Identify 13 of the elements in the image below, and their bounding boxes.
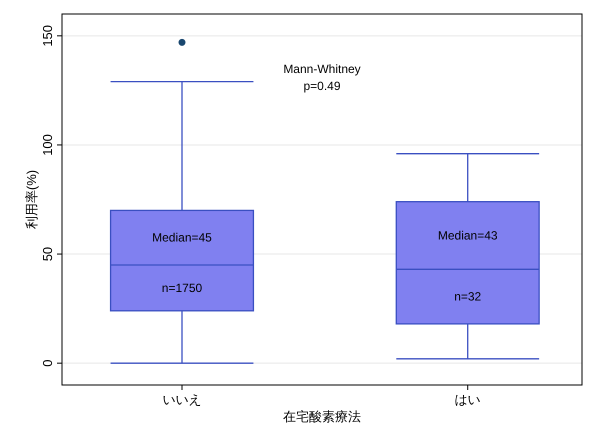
- annotation: Median=45: [152, 230, 212, 245]
- annotation: n=1750: [162, 280, 203, 295]
- x-axis-title: 在宅酸素療法: [283, 409, 361, 424]
- y-tick-label: 100: [40, 134, 55, 156]
- x-tick-label: いいえ: [162, 392, 202, 407]
- x-tick-label: はい: [454, 392, 481, 407]
- y-tick-label: 0: [40, 360, 55, 367]
- y-axis-title: 利用率(%): [24, 170, 39, 230]
- annotation: Mann-Whitney p=0.49: [283, 62, 361, 93]
- annotation: n=32: [454, 290, 482, 304]
- y-tick-label: 50: [40, 246, 55, 262]
- annotation: Median=43: [438, 228, 498, 243]
- y-tick-label: 150: [40, 24, 55, 47]
